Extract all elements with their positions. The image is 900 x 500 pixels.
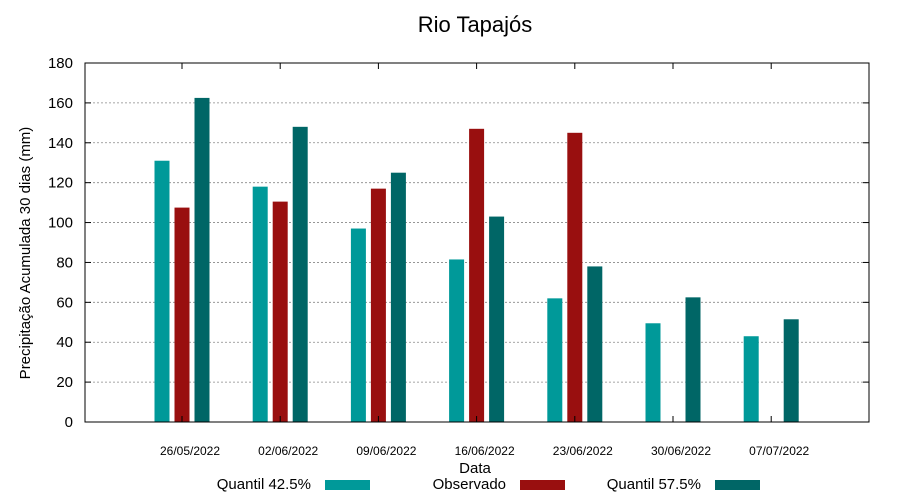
y-tick-label: 100: [48, 215, 73, 232]
legend-label: Quantil 57.5%: [607, 476, 701, 493]
bar: [350, 228, 366, 422]
bar: [390, 172, 406, 422]
legend-swatch: [715, 480, 760, 490]
bar: [449, 259, 465, 422]
bar: [469, 128, 485, 423]
legend-swatch: [325, 480, 370, 490]
y-axis-label: Precipitação Acumulada 30 dias (mm): [17, 127, 34, 380]
x-axis-label: Data: [459, 460, 491, 477]
x-tick-label: 23/06/2022: [553, 444, 613, 458]
y-tick-label: 120: [48, 175, 73, 192]
y-tick-label: 60: [56, 294, 73, 311]
x-tick-label: 30/06/2022: [651, 444, 711, 458]
bar: [783, 319, 799, 422]
y-tick-label: 80: [56, 254, 73, 271]
bar: [547, 298, 563, 422]
bar: [685, 297, 701, 422]
x-tick-label: 02/06/2022: [258, 444, 318, 458]
y-tick-label: 180: [48, 55, 73, 72]
y-tick-label: 140: [48, 135, 73, 152]
x-tick-label: 09/06/2022: [356, 444, 416, 458]
bar: [489, 216, 505, 422]
bar: [174, 207, 190, 422]
bar: [743, 336, 759, 422]
bar: [272, 201, 288, 422]
x-tick-label: 26/05/2022: [160, 444, 220, 458]
legend-swatch: [520, 480, 565, 490]
bar: [154, 160, 170, 422]
chart-title: Rio Tapajós: [418, 12, 533, 37]
bars-layer: [154, 97, 799, 423]
bar: [370, 188, 386, 422]
x-ticks: 26/05/2022 02/06/2022 09/06/2022 16/06/2022…: [160, 63, 810, 458]
bar: [645, 323, 661, 422]
y-tick-label: 0: [65, 414, 73, 431]
y-tick-label: 160: [48, 95, 73, 112]
bar: [587, 266, 603, 422]
legend: Quantil 42.5% Observado Quantil 57.5%: [217, 476, 760, 493]
legend-label: Observado: [433, 476, 506, 493]
y-ticks: 0 20 40 60 80 100 120 140 160 180: [48, 55, 869, 431]
bar: [292, 126, 308, 423]
bar: [252, 186, 268, 422]
bar: [194, 97, 210, 423]
x-tick-label: 16/06/2022: [455, 444, 515, 458]
y-tick-label: 40: [56, 334, 73, 351]
bar: [567, 132, 583, 423]
legend-label: Quantil 42.5%: [217, 476, 311, 493]
x-tick-label: 07/07/2022: [749, 444, 809, 458]
y-tick-label: 20: [56, 374, 73, 391]
